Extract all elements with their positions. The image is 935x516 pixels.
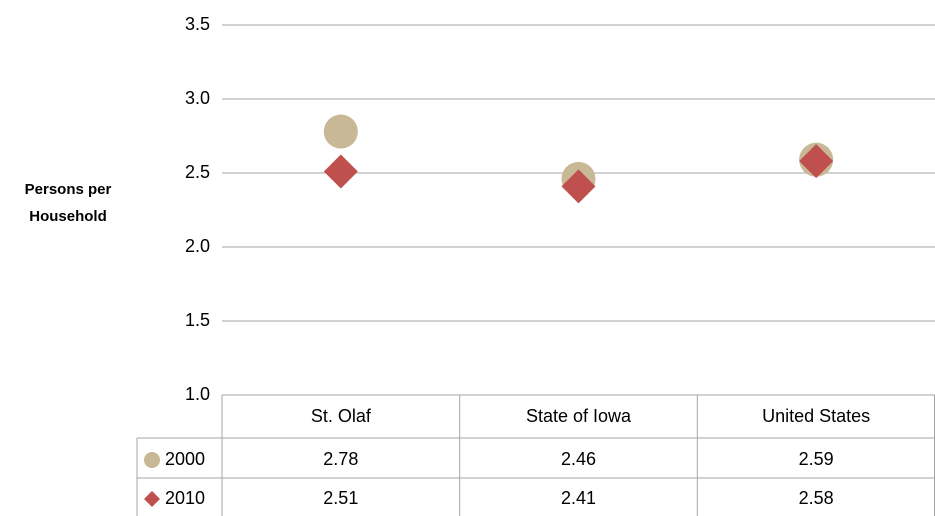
point <box>323 154 358 189</box>
y-tick-label: 2.0 <box>185 236 210 256</box>
table-value: 2.41 <box>561 488 596 508</box>
legend-label: 2000 <box>165 449 205 469</box>
table-value: 2.78 <box>323 449 358 469</box>
legend-marker <box>144 452 160 468</box>
category-label: United States <box>762 406 870 426</box>
y-tick-label: 1.0 <box>185 384 210 404</box>
table-value: 2.51 <box>323 488 358 508</box>
y-tick-label: 3.5 <box>185 14 210 34</box>
y-tick-label: 2.5 <box>185 162 210 182</box>
y-axis-label: Persons per Household <box>24 181 112 225</box>
table-value: 2.58 <box>799 488 834 508</box>
y-tick-label: 1.5 <box>185 310 210 330</box>
legend-marker <box>144 491 160 507</box>
table-value: 2.46 <box>561 449 596 469</box>
table-value: 2.59 <box>799 449 834 469</box>
point <box>799 144 834 179</box>
point <box>323 114 358 149</box>
point <box>561 169 596 204</box>
category-label: St. Olaf <box>311 406 372 426</box>
y-tick-label: 3.0 <box>185 88 210 108</box>
category-label: State of Iowa <box>526 406 632 426</box>
legend-label: 2010 <box>165 488 205 508</box>
